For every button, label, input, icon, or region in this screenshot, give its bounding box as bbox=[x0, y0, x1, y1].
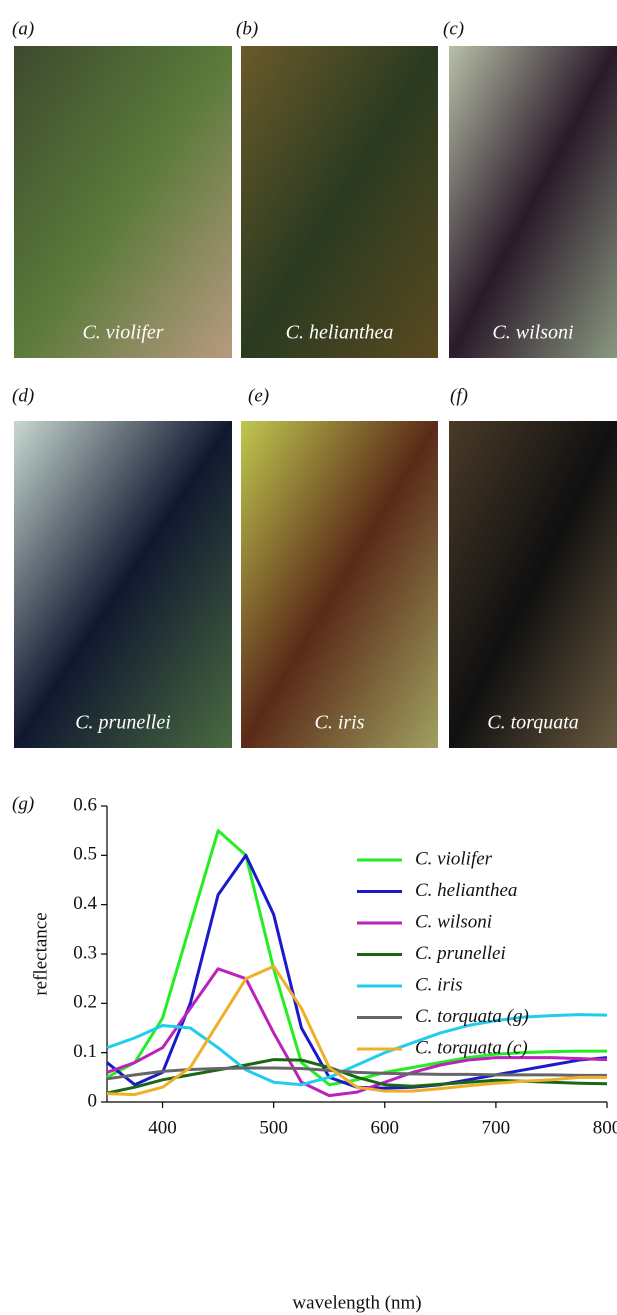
photo bbox=[449, 46, 617, 358]
y-tick-label: 0.2 bbox=[73, 992, 97, 1013]
panel-label: (d) bbox=[12, 385, 34, 406]
x-tick-label: 800 bbox=[593, 1117, 617, 1138]
photo bbox=[14, 46, 232, 358]
panel-label: (a) bbox=[12, 18, 34, 39]
x-tick-label: 400 bbox=[148, 1117, 177, 1138]
y-tick-label: 0.4 bbox=[73, 893, 97, 914]
legend-label: C. helianthea bbox=[415, 880, 517, 901]
panel-label: (e) bbox=[248, 385, 269, 406]
panel-label: (f) bbox=[450, 385, 468, 406]
photo-caption: C. wilsoni bbox=[492, 322, 573, 344]
photo bbox=[241, 421, 438, 748]
y-axis-label: reflectance bbox=[30, 912, 51, 995]
legend-label: C. torquata (c) bbox=[415, 1037, 528, 1058]
photo-caption: C. violifer bbox=[82, 322, 163, 344]
photo-caption: C. helianthea bbox=[286, 322, 394, 344]
photo bbox=[14, 421, 232, 748]
photo bbox=[241, 46, 438, 358]
legend-label: C. wilsoni bbox=[415, 911, 492, 932]
series-line bbox=[107, 831, 607, 1085]
photo-caption: C. iris bbox=[314, 712, 364, 734]
y-tick-label: 0.6 bbox=[73, 794, 97, 815]
photo bbox=[449, 421, 617, 748]
legend-label: C. iris bbox=[415, 974, 463, 995]
figure: (a) C. violifer (b) C. helianthea (c) C. wils… bbox=[0, 0, 617, 1315]
legend-label: C. torquata (g) bbox=[415, 1006, 529, 1027]
panel-label: (b) bbox=[236, 18, 258, 39]
y-tick-label: 0 bbox=[88, 1090, 98, 1111]
x-axis-label: wavelength (nm) bbox=[292, 1292, 421, 1313]
legend-label: C. violifer bbox=[415, 848, 493, 869]
photo-caption: C. prunellei bbox=[75, 712, 171, 734]
legend-label: C. prunellei bbox=[415, 943, 506, 964]
x-tick-label: 500 bbox=[259, 1117, 288, 1138]
panel-label: (c) bbox=[443, 18, 464, 39]
y-tick-label: 0.3 bbox=[73, 942, 97, 963]
x-tick-label: 700 bbox=[482, 1117, 511, 1138]
photo-caption: C. torquata bbox=[487, 712, 579, 734]
x-tick-label: 600 bbox=[371, 1117, 400, 1138]
y-tick-label: 0.1 bbox=[73, 1041, 97, 1062]
y-tick-label: 0.5 bbox=[73, 844, 97, 865]
panel-label: (g) bbox=[12, 793, 34, 814]
